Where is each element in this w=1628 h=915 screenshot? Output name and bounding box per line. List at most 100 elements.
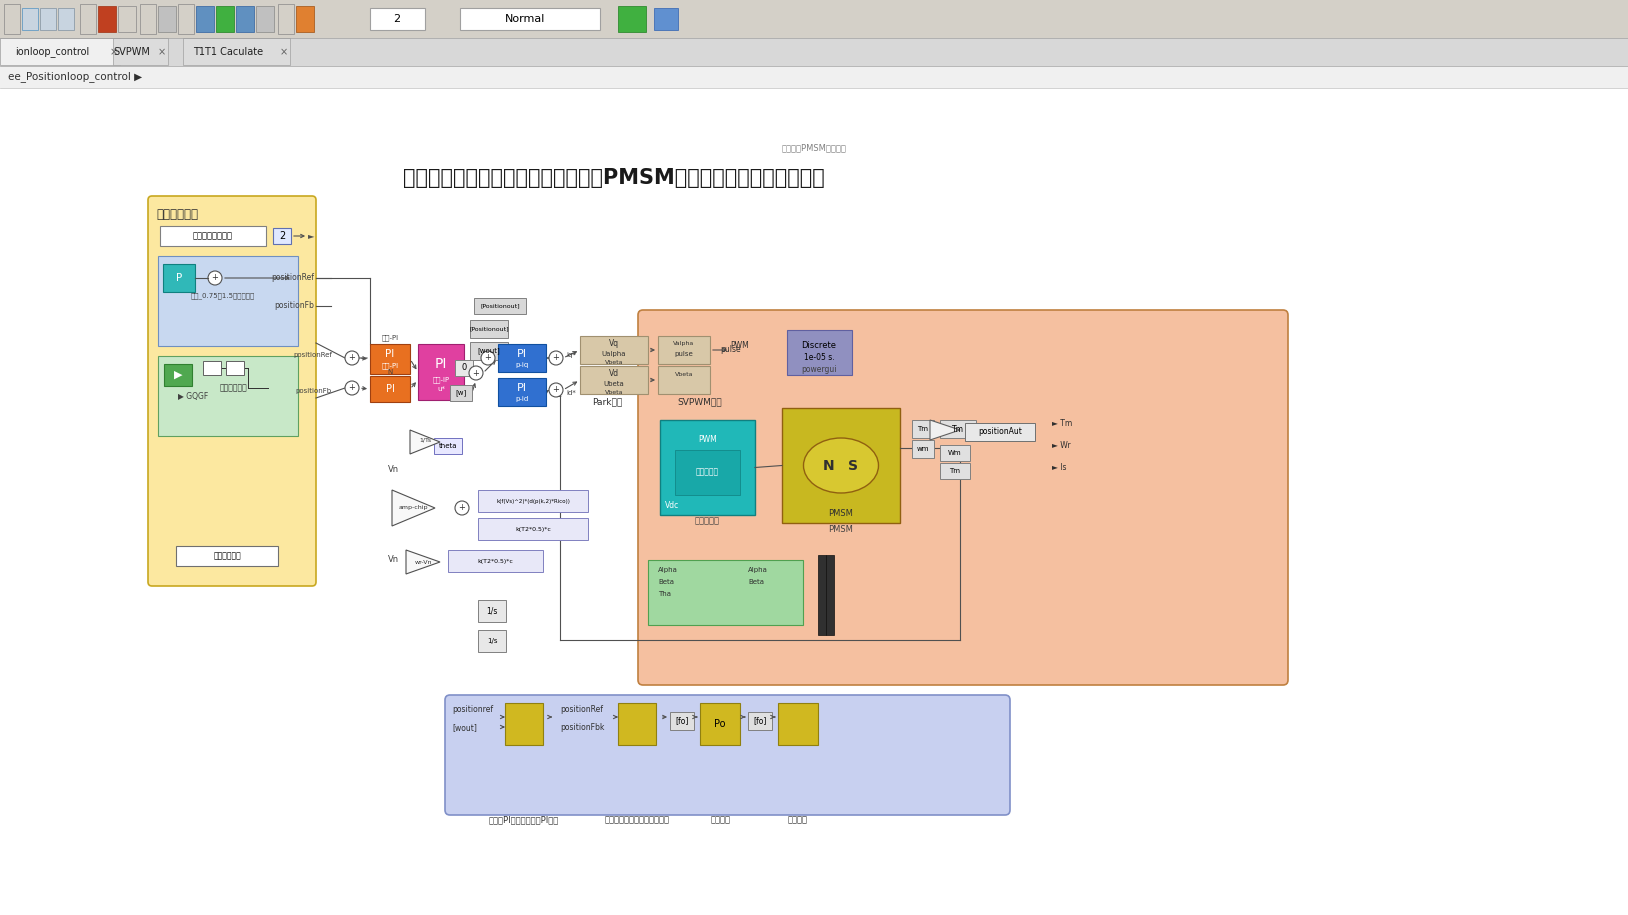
- Text: 位置-PI: 位置-PI: [381, 362, 399, 370]
- Bar: [296, 6, 314, 32]
- Bar: [163, 264, 195, 292]
- Text: ionloop_control: ionloop_control: [15, 47, 90, 58]
- Text: PMSM: PMSM: [829, 509, 853, 518]
- Bar: [158, 356, 298, 436]
- Bar: [479, 630, 506, 652]
- Bar: [778, 703, 817, 745]
- Bar: [0, 0, 1628, 38]
- Text: iq*: iq*: [567, 352, 576, 358]
- Text: 1e-05 s.: 1e-05 s.: [804, 352, 834, 361]
- Bar: [965, 423, 1035, 441]
- Text: +: +: [552, 353, 560, 362]
- Text: Vbeta: Vbeta: [604, 360, 624, 364]
- Bar: [474, 298, 526, 314]
- Text: positionFbk: positionFbk: [560, 724, 604, 733]
- Text: 给定初始模式选择: 给定初始模式选择: [194, 231, 233, 241]
- Text: pulse: pulse: [674, 351, 694, 357]
- Polygon shape: [405, 550, 440, 574]
- Bar: [236, 6, 254, 32]
- Bar: [671, 712, 694, 730]
- Bar: [470, 320, 508, 338]
- Circle shape: [549, 383, 563, 397]
- Bar: [505, 703, 544, 745]
- Text: [Positionout]: [Positionout]: [480, 304, 519, 308]
- Text: positionRef: positionRef: [293, 352, 332, 358]
- Text: 2: 2: [278, 231, 285, 241]
- Text: ▶ GQGF: ▶ GQGF: [177, 392, 208, 401]
- Text: u*: u*: [436, 386, 444, 392]
- Text: ► Is: ► Is: [1052, 462, 1066, 471]
- Bar: [217, 6, 234, 32]
- Bar: [619, 6, 646, 32]
- Text: PI: PI: [518, 349, 527, 359]
- Bar: [912, 440, 934, 458]
- Text: Park变换: Park变换: [593, 397, 622, 406]
- Bar: [176, 546, 278, 566]
- Text: 转矩波形: 转矩波形: [711, 815, 731, 824]
- Text: ×: ×: [158, 47, 166, 57]
- Text: p-id: p-id: [516, 396, 529, 402]
- Text: Vn: Vn: [387, 555, 399, 565]
- Circle shape: [480, 351, 495, 365]
- Text: PI: PI: [518, 383, 527, 393]
- Text: Ubeta: Ubeta: [604, 381, 625, 387]
- Bar: [0, 38, 119, 65]
- Text: Discrete: Discrete: [801, 340, 837, 350]
- Bar: [158, 6, 176, 32]
- Text: +: +: [485, 353, 492, 362]
- Text: ► Wr: ► Wr: [1052, 440, 1071, 449]
- Bar: [781, 408, 900, 523]
- Bar: [825, 555, 834, 635]
- Bar: [676, 450, 741, 495]
- Bar: [448, 550, 544, 572]
- Bar: [786, 330, 851, 375]
- Bar: [479, 518, 588, 540]
- Circle shape: [454, 501, 469, 515]
- Bar: [112, 38, 168, 65]
- Bar: [939, 445, 970, 461]
- Text: Po: Po: [715, 719, 726, 729]
- Text: [wout]: [wout]: [477, 348, 500, 354]
- Text: PMSM: PMSM: [829, 524, 853, 533]
- Bar: [658, 336, 710, 364]
- Text: positionFb: positionFb: [296, 388, 332, 394]
- Text: S: S: [848, 458, 858, 472]
- Text: k(T2*0.5)*c: k(T2*0.5)*c: [477, 558, 513, 564]
- Bar: [370, 344, 410, 374]
- Bar: [41, 8, 55, 30]
- Text: PI: PI: [386, 349, 394, 359]
- Bar: [580, 366, 648, 394]
- Bar: [619, 703, 656, 745]
- Text: 给定正弦位置: 给定正弦位置: [220, 383, 247, 393]
- Text: PWM: PWM: [698, 436, 716, 445]
- Polygon shape: [392, 490, 435, 526]
- Text: +: +: [348, 353, 355, 362]
- Text: ▶: ▶: [174, 370, 182, 380]
- Text: Tha: Tha: [658, 591, 671, 597]
- Text: 基于位置三闭环控制的永磁同步电机PMSM仿真【附参考文献及文档】: 基于位置三闭环控制的永磁同步电机PMSM仿真【附参考文献及文档】: [404, 168, 825, 188]
- FancyBboxPatch shape: [148, 196, 316, 586]
- Text: k(f(Vs)^2)*(d(p(k,2)*Rico)): k(f(Vs)^2)*(d(p(k,2)*Rico)): [497, 499, 570, 503]
- Text: +: +: [212, 274, 218, 283]
- Text: positionRef: positionRef: [560, 705, 602, 715]
- Bar: [370, 376, 410, 402]
- Text: 三相逆变器: 三相逆变器: [695, 468, 720, 477]
- Text: [fo]: [fo]: [676, 716, 689, 726]
- Bar: [370, 8, 425, 30]
- Text: Wm: Wm: [947, 450, 962, 456]
- Text: positionFb: positionFb: [274, 302, 314, 310]
- Circle shape: [345, 381, 360, 395]
- Text: Valpha: Valpha: [674, 341, 695, 347]
- Bar: [177, 4, 194, 34]
- Text: +: +: [472, 369, 479, 378]
- Bar: [158, 256, 298, 346]
- Text: positionref: positionref: [453, 705, 493, 715]
- Bar: [470, 342, 508, 360]
- Text: N: N: [824, 458, 835, 472]
- Text: positionRef: positionRef: [270, 274, 314, 283]
- Bar: [256, 6, 274, 32]
- Text: +: +: [552, 385, 560, 394]
- Text: Tm: Tm: [952, 425, 964, 434]
- Bar: [449, 385, 472, 401]
- Bar: [461, 8, 601, 30]
